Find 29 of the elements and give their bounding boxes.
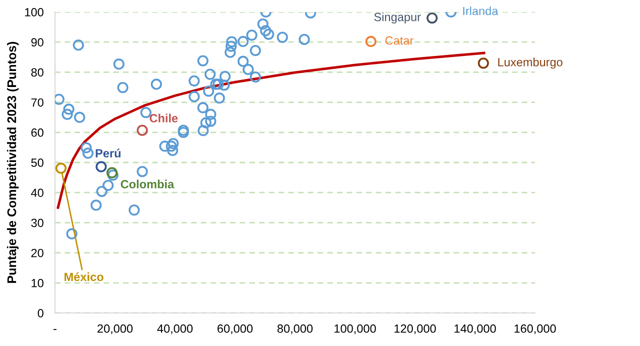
series-label: Luxemburgo [498,58,562,69]
series-label: Irlanda [463,6,498,16]
x-tick-label: 120,000 [394,324,436,334]
x-tick-label: 60,000 [218,324,253,334]
text: México [64,272,104,282]
y-tick-label: 40 [31,188,44,197]
y-tick-label: 70 [31,98,44,107]
series-label: Singapur [374,12,421,24]
series-label: Catar [385,36,414,45]
y-tick-label: 80 [31,68,44,77]
y-axis-title: Puntaje de Competitividad 2023 (Puntos) [6,42,19,283]
x-tick-label: 160,000 [514,324,556,334]
y-tick-label: 20 [31,248,44,258]
x-tick-label: 140,000 [454,324,496,334]
x-tick-label: 100,000 [334,324,376,334]
y-tick-label: 60 [31,128,44,137]
x-tick-label: 40,000 [157,324,193,334]
y-tick-label: 0 [38,309,44,318]
x-tick-label: - [54,329,56,330]
x-tick-label: 80,000 [277,324,313,334]
series-label: Colombia [120,180,174,188]
y-tick-label: 90 [31,38,44,46]
y-tick-label: 10 [32,278,44,288]
x-tick-label: 20,000 [98,324,133,334]
series-label: Perú [96,148,120,158]
y-tick-label: 100 [25,8,44,16]
y-tick-label: 50 [31,158,44,167]
y-tick-label: 30 [31,218,44,228]
series-label: Chile [150,114,178,122]
